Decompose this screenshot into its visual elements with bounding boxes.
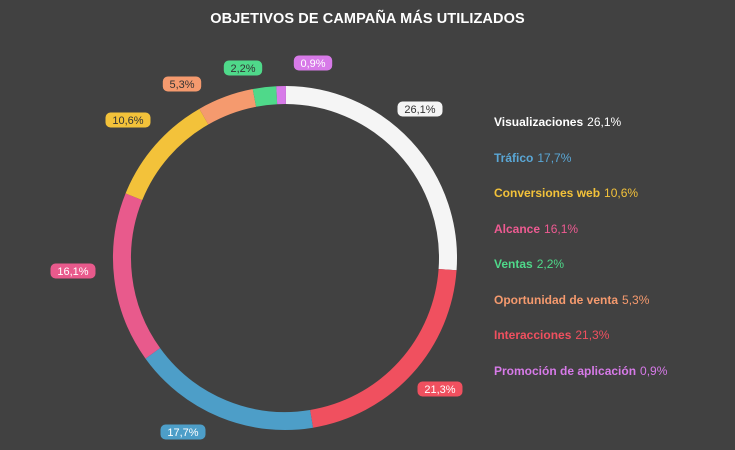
slice-label-bg [162, 76, 202, 92]
slice-conversiones-web [125, 108, 209, 201]
legend-item-name: Ventas [494, 257, 533, 271]
chart-title: OBJETIVOS DE CAMPAÑA MÁS UTILIZADOS [210, 11, 525, 27]
slice-label-visualizaciones: 26,1% [397, 101, 443, 117]
legend-item-conversiones-web: Conversiones web 10,6% [494, 185, 667, 221]
legend-item-name: Interacciones [494, 328, 572, 342]
slice-label-trafico: 17,7% [160, 424, 206, 440]
legend-item-value: 26,1% [587, 115, 622, 129]
slice-label-text: 17,7% [167, 427, 198, 439]
legend-item-ventas: Ventas 2,2% [494, 256, 667, 292]
slice-ventas [252, 86, 278, 107]
slice-alcance [113, 193, 161, 359]
legend-item-name: Oportunidad de venta [494, 292, 619, 307]
slice-label-bg [105, 112, 151, 128]
legend-item-value: 21,3% [575, 328, 610, 342]
slice-label-text: 2,2% [230, 63, 255, 75]
slice-visualizaciones [285, 86, 457, 271]
legend-item-value: 17,7% [537, 150, 572, 165]
slice-label-bg [223, 60, 263, 76]
slice-label-bg [417, 381, 463, 397]
slice-oportunidad-de-venta [199, 89, 257, 125]
legend-item-trafico: Tráfico 17,7% [494, 150, 667, 186]
legend-item-alcance: Alcance 16,1% [494, 221, 667, 257]
legend: Visualizaciones 26,1% Tráfico 17,7% Conversi… [494, 114, 667, 398]
legend-item-value: 5,3% [622, 292, 650, 307]
legend-item-value: 16,1% [544, 221, 579, 236]
legend-item-promocion-de-aplicacion: Promoción de aplicación 0,9% [494, 363, 667, 399]
legend-item-name: Alcance [494, 221, 541, 236]
slice-label-ventas: 2,2% [223, 60, 263, 76]
legend-item-name: Promoción de aplicación [494, 363, 637, 378]
slice-interacciones [310, 268, 457, 428]
donut-slices [113, 86, 457, 430]
slice-label-text: 16,1% [57, 266, 88, 278]
slice-label-text: 10,6% [112, 115, 143, 127]
legend-item-name: Conversiones web [494, 186, 601, 200]
slice-label-bg [397, 101, 443, 117]
slice-label-text: 26,1% [404, 104, 435, 116]
legend-item-visualizaciones: Visualizaciones 26,1% [494, 114, 667, 150]
legend-item-interacciones: Interacciones 21,3% [494, 327, 667, 363]
legend-item-oportunidad-de-venta: Oportunidad de venta 5,3% [494, 292, 667, 328]
legend-item-value: 2,2% [536, 257, 565, 271]
slice-label-promocion-de-aplicacion: 0,9% [293, 55, 333, 71]
legend-item-value: 0,9% [640, 363, 668, 378]
legend-item-name: Tráfico [494, 150, 534, 165]
slice-label-conversiones-web: 10,6% [105, 112, 151, 128]
legend-item-name: Visualizaciones [494, 115, 584, 129]
slice-label-text: 0,9% [300, 58, 325, 70]
slice-trafico [145, 347, 314, 430]
slice-label-text: 21,3% [424, 384, 455, 396]
slice-labels: 26,1% 21,3% 17,7% 16,1% 10,6% 5,3% 2,2% 0,9% [50, 55, 463, 440]
slice-label-bg [50, 263, 96, 279]
slice-label-bg [160, 424, 206, 440]
slice-label-oportunidad-de-venta: 5,3% [162, 76, 202, 92]
legend-item-value: 10,6% [604, 186, 639, 200]
slice-label-alcance: 16,1% [50, 263, 96, 279]
slice-label-interacciones: 21,3% [417, 381, 463, 397]
slice-label-bg [293, 55, 333, 71]
slice-label-text: 5,3% [169, 79, 194, 91]
